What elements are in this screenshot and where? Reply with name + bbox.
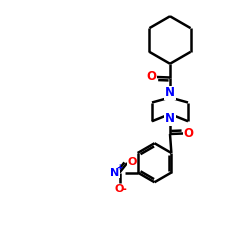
Text: N: N <box>165 112 175 125</box>
Text: N: N <box>165 86 175 100</box>
Text: O: O <box>146 70 156 84</box>
Text: O: O <box>115 184 124 194</box>
Text: N: N <box>110 168 120 177</box>
Text: +: + <box>116 162 122 172</box>
Text: O: O <box>128 157 137 167</box>
Text: O: O <box>184 127 194 140</box>
Text: -: - <box>122 183 126 196</box>
